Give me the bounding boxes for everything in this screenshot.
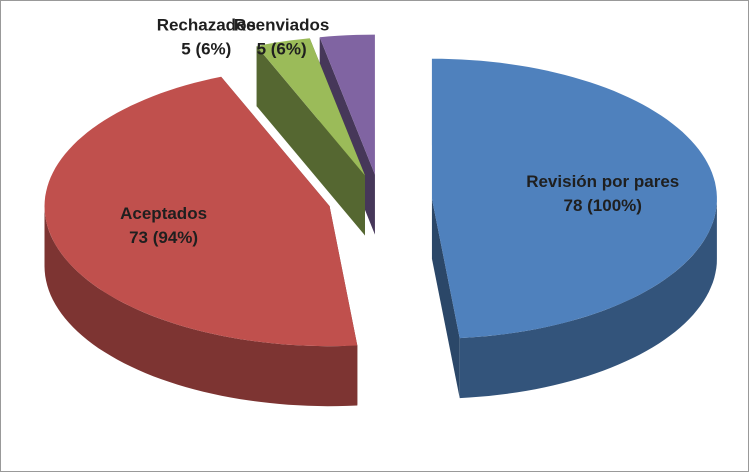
data-label-name: Aceptados (120, 204, 207, 223)
slice-cut-face (431, 198, 460, 399)
slice-side (459, 198, 717, 399)
data-label-name: Reenviados (234, 15, 329, 34)
data-label-value: 73 (94%) (129, 228, 198, 247)
slice (256, 38, 365, 236)
slice-top (431, 58, 717, 339)
data-label-name: Revisión por pares (526, 172, 679, 191)
slice (44, 76, 358, 407)
slice-cut-face (256, 46, 365, 236)
slice-top (319, 34, 375, 175)
slice-top (256, 38, 365, 176)
slice-top (44, 76, 358, 347)
data-label-value: 78 (100%) (564, 196, 642, 215)
slice-side (44, 206, 358, 407)
data-label-name: Rechazados (157, 15, 256, 34)
data-label-value: 5 (6%) (257, 39, 307, 58)
data-label-value: 5 (6%) (181, 39, 231, 58)
slice (431, 58, 717, 399)
